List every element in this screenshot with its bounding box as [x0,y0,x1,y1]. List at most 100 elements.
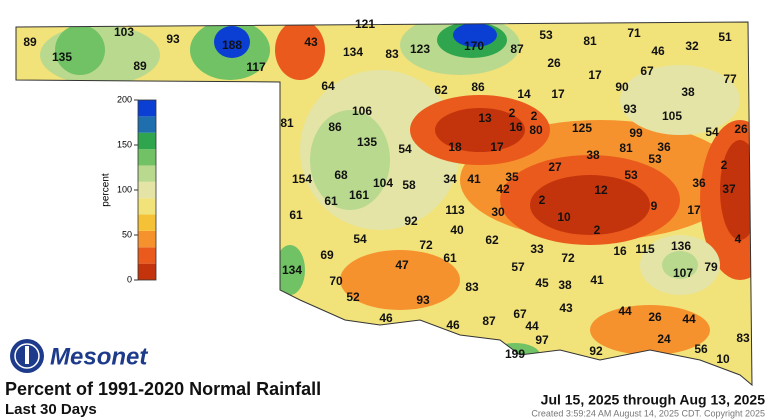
station-value: 81 [583,34,597,48]
station-value: 16 [509,120,523,134]
station-value: 117 [246,60,266,74]
station-value: 134 [282,263,302,277]
station-value: 52 [346,290,360,304]
station-value: 97 [535,333,549,347]
station-value: 43 [559,301,573,315]
station-value: 134 [343,45,363,59]
station-value: 12 [594,183,608,197]
station-value: 26 [734,122,748,136]
station-value: 2 [531,109,538,123]
station-value: 40 [450,223,464,237]
station-value: 38 [681,85,695,99]
color-legend: percent 0 50 100 150 200 [101,94,157,284]
station-value: 17 [490,140,504,154]
station-value: 92 [589,344,603,358]
station-value: 69 [320,248,334,262]
station-value: 47 [395,258,409,272]
station-value: 43 [304,35,318,49]
station-value: 87 [510,42,524,56]
station-value: 62 [434,83,448,97]
station-value: 46 [379,311,393,325]
station-value: 41 [590,273,604,287]
station-value: 81 [280,116,294,130]
station-value: 77 [723,72,737,86]
station-value: 9 [651,199,658,213]
station-value: 93 [166,32,180,46]
legend-swatch [138,263,156,280]
station-value: 2 [594,223,601,237]
station-value: 67 [640,64,654,78]
station-value: 70 [329,274,343,288]
station-value: 104 [373,176,393,190]
station-value: 61 [443,251,457,265]
station-value: 16 [613,244,627,258]
station-value: 79 [704,260,718,274]
station-value: 86 [471,80,485,94]
station-value: 62 [485,233,499,247]
logo: Mesonet [10,339,148,373]
station-value: 135 [357,135,377,149]
station-value: 53 [624,168,638,182]
station-value: 32 [685,39,699,53]
station-value: 13 [478,111,492,125]
station-value: 113 [445,203,465,217]
station-value: 61 [324,194,338,208]
station-value: 93 [416,293,430,307]
station-value: 107 [673,266,693,280]
station-value: 106 [352,104,372,118]
station-value: 44 [618,304,632,318]
station-value: 2 [721,158,728,172]
station-value: 36 [657,140,671,154]
station-value: 72 [561,251,575,265]
station-value: 17 [687,203,701,217]
station-value: 38 [558,278,572,292]
station-value: 42 [496,182,510,196]
station-value: 26 [547,56,561,70]
station-value: 26 [648,310,662,324]
station-value: 27 [548,160,562,174]
station-value: 30 [491,205,505,219]
map-title: Percent of 1991-2020 Normal Rainfall [5,379,321,399]
date-range: Jul 15, 2025 through Aug 13, 2025 [541,392,766,408]
station-value: 89 [133,59,147,73]
created-note: Created 3:59:24 AM August 14, 2025 CDT. … [531,408,765,418]
station-value: 38 [586,148,600,162]
station-value: 90 [615,80,629,94]
station-value: 80 [529,123,543,137]
station-value: 53 [539,28,553,42]
station-value: 115 [635,242,655,256]
station-value: 4 [735,232,742,246]
station-value: 188 [222,38,242,52]
legend-swatch [138,116,156,133]
legend-tick-label: 100 [117,184,132,194]
station-value: 17 [588,68,602,82]
station-value: 57 [511,260,525,274]
legend-tick-label: 50 [122,229,132,239]
logo-text: Mesonet [50,343,148,370]
station-value: 64 [321,79,335,93]
legend-swatch [138,247,156,264]
legend-swatch [138,132,156,150]
station-value: 135 [52,50,72,64]
station-value: 93 [623,102,637,116]
station-value: 56 [694,342,708,356]
station-value: 89 [23,35,37,49]
legend-swatch [138,198,156,215]
station-value: 125 [572,121,592,135]
station-value: 99 [629,126,643,140]
station-value: 45 [535,276,549,290]
station-value: 17 [551,87,565,101]
station-value: 44 [682,312,696,326]
station-value: 53 [648,152,662,166]
station-value: 37 [722,182,736,196]
station-value: 123 [410,42,430,56]
legend-label: percent [101,173,112,207]
station-value: 51 [718,30,732,44]
station-value: 86 [328,120,342,134]
station-value: 92 [404,214,418,228]
station-value: 54 [705,125,719,139]
station-value: 121 [355,17,375,31]
station-value: 58 [402,178,416,192]
station-value: 46 [651,44,665,58]
legend-swatch [138,181,156,199]
